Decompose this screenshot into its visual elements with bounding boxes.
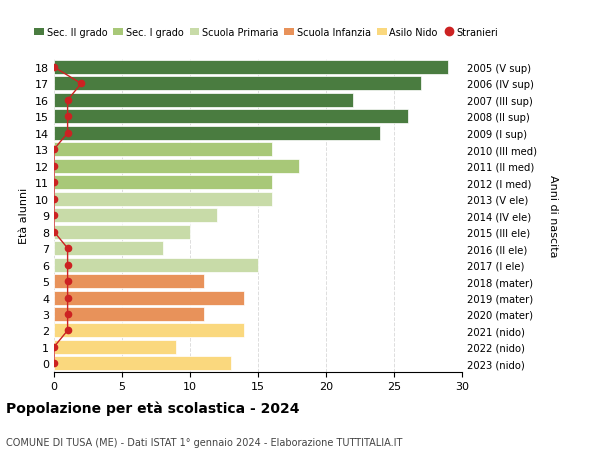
Bar xyxy=(54,274,203,288)
Bar xyxy=(54,192,272,206)
Bar xyxy=(54,176,272,190)
Legend: Sec. II grado, Sec. I grado, Scuola Primaria, Scuola Infanzia, Asilo Nido, Stran: Sec. II grado, Sec. I grado, Scuola Prim… xyxy=(31,24,502,42)
Bar xyxy=(54,159,299,174)
Bar xyxy=(54,308,203,321)
Bar xyxy=(54,291,244,305)
Bar xyxy=(54,324,244,338)
Bar xyxy=(54,340,176,354)
Bar xyxy=(54,77,421,91)
Bar xyxy=(54,110,407,124)
Bar xyxy=(54,258,258,272)
Bar xyxy=(54,94,353,108)
Bar xyxy=(54,241,163,256)
Y-axis label: Età alunni: Età alunni xyxy=(19,188,29,244)
Bar xyxy=(54,209,217,223)
Bar xyxy=(54,225,190,239)
Text: Popolazione per età scolastica - 2024: Popolazione per età scolastica - 2024 xyxy=(6,401,299,415)
Bar xyxy=(54,61,448,75)
Y-axis label: Anni di nascita: Anni di nascita xyxy=(548,174,558,257)
Bar xyxy=(54,143,272,157)
Text: COMUNE DI TUSA (ME) - Dati ISTAT 1° gennaio 2024 - Elaborazione TUTTITALIA.IT: COMUNE DI TUSA (ME) - Dati ISTAT 1° genn… xyxy=(6,437,403,448)
Bar xyxy=(54,127,380,140)
Bar xyxy=(54,357,231,370)
